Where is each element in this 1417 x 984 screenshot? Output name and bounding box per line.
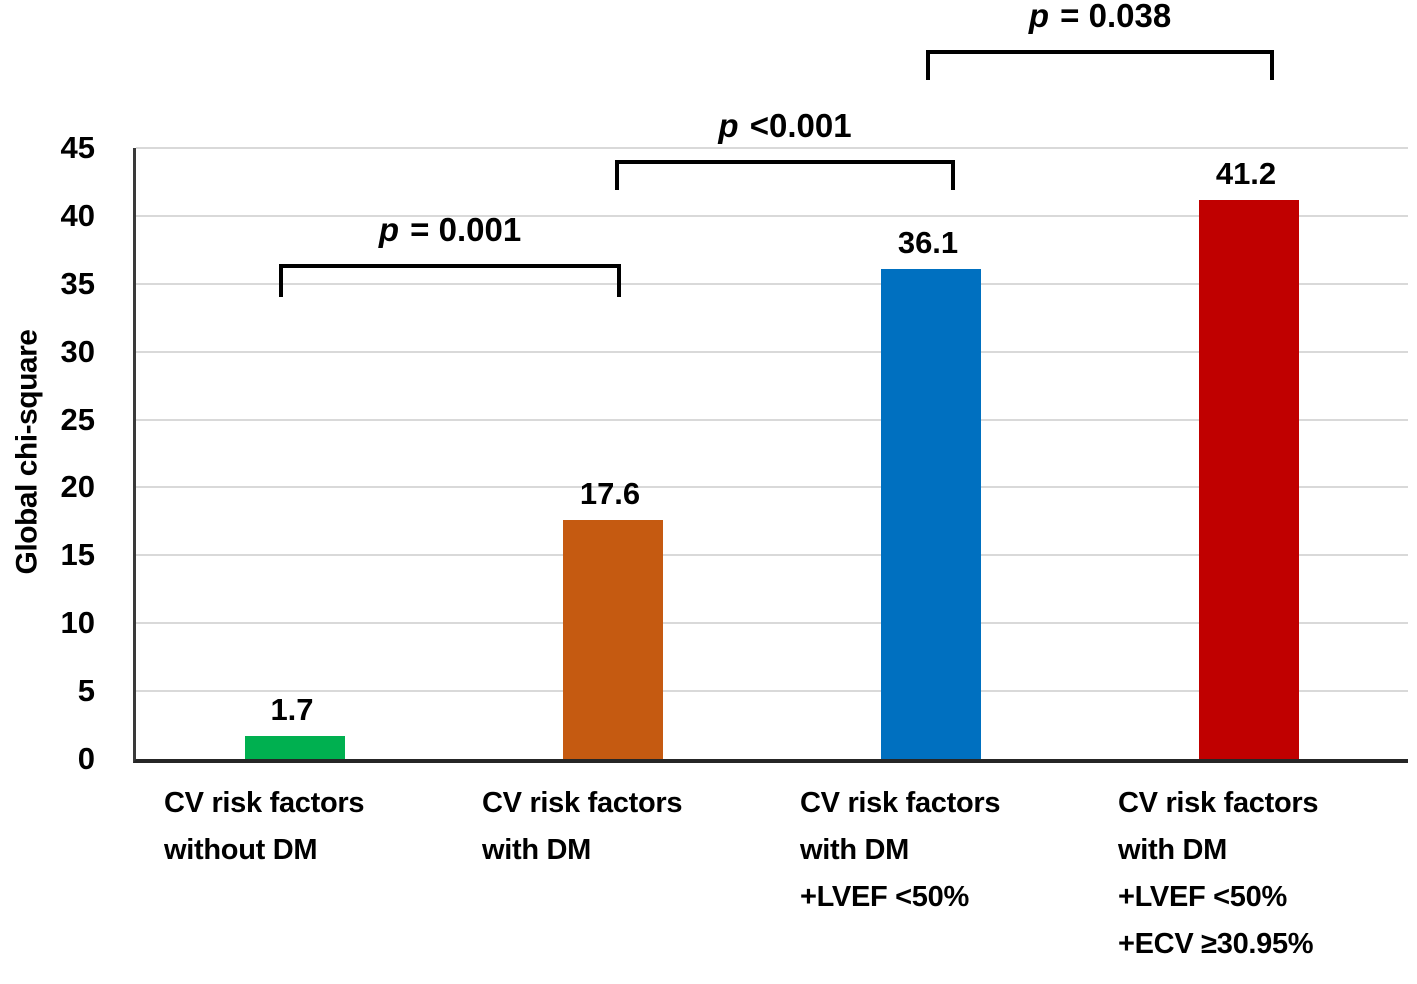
y-tick-label: 35: [60, 265, 95, 301]
gridline: [136, 147, 1408, 149]
plot-area: [133, 147, 1408, 763]
x-category-label-line: with DM: [482, 834, 592, 866]
bar-value-label: 36.1: [897, 224, 959, 260]
gridline: [136, 690, 1408, 693]
x-category-label-line: CV risk factors: [1118, 787, 1319, 819]
x-category-label-line: +LVEF <50%: [800, 881, 969, 913]
x-category-label-line: +ECV ≥30.95%: [1118, 928, 1314, 960]
x-category-label-line: without DM: [164, 834, 318, 866]
p-value-label: p = 0.001: [378, 211, 522, 248]
x-category-label-line: CV risk factors: [800, 787, 1001, 819]
p-value-label: p <0.001: [718, 107, 852, 144]
y-tick-label: 10: [60, 605, 95, 641]
x-category-label-line: CV risk factors: [482, 787, 683, 819]
bar-2: [881, 269, 981, 759]
gridline: [136, 282, 1408, 285]
bar-1: [563, 520, 663, 759]
y-tick-label: 0: [77, 741, 95, 776]
bracket-2: [926, 50, 1274, 80]
x-category-label-line: CV risk factors: [164, 787, 365, 819]
gridline: [136, 486, 1408, 489]
bar-0: [245, 736, 345, 759]
y-tick-label: 45: [60, 130, 95, 165]
p-value-label: p = 0.038: [1028, 0, 1172, 34]
bar-3: [1199, 200, 1299, 759]
y-tick-label: 5: [77, 673, 95, 709]
gridline: [136, 622, 1408, 625]
gridline: [136, 350, 1408, 353]
y-tick-label: 40: [60, 197, 95, 233]
y-tick-label: 15: [60, 537, 95, 573]
x-category-label-line: +LVEF <50%: [1118, 881, 1287, 913]
x-category-label-2: CV risk factors with DM +LVEF <50%: [800, 780, 1100, 921]
y-tick-label: 20: [60, 469, 95, 505]
y-tick-label: 30: [60, 333, 95, 369]
gridline: [136, 418, 1408, 421]
x-category-label-3: CV risk factors with DM +LVEF <50% +ECV ≥30…: [1118, 780, 1417, 968]
x-category-label-line: with DM: [1118, 834, 1228, 866]
x-category-label-0: CV risk factors without DM: [164, 780, 464, 874]
gridline: [136, 214, 1408, 217]
gridline: [136, 554, 1408, 557]
bar-value-label: 17.6: [579, 476, 641, 512]
bar-value-label: 41.2: [1215, 155, 1277, 191]
y-tick-label: 25: [60, 401, 95, 437]
x-category-label-1: CV risk factors with DM: [482, 780, 782, 874]
x-category-label-line: with DM: [800, 834, 910, 866]
bar-value-label: 1.7: [270, 691, 314, 727]
